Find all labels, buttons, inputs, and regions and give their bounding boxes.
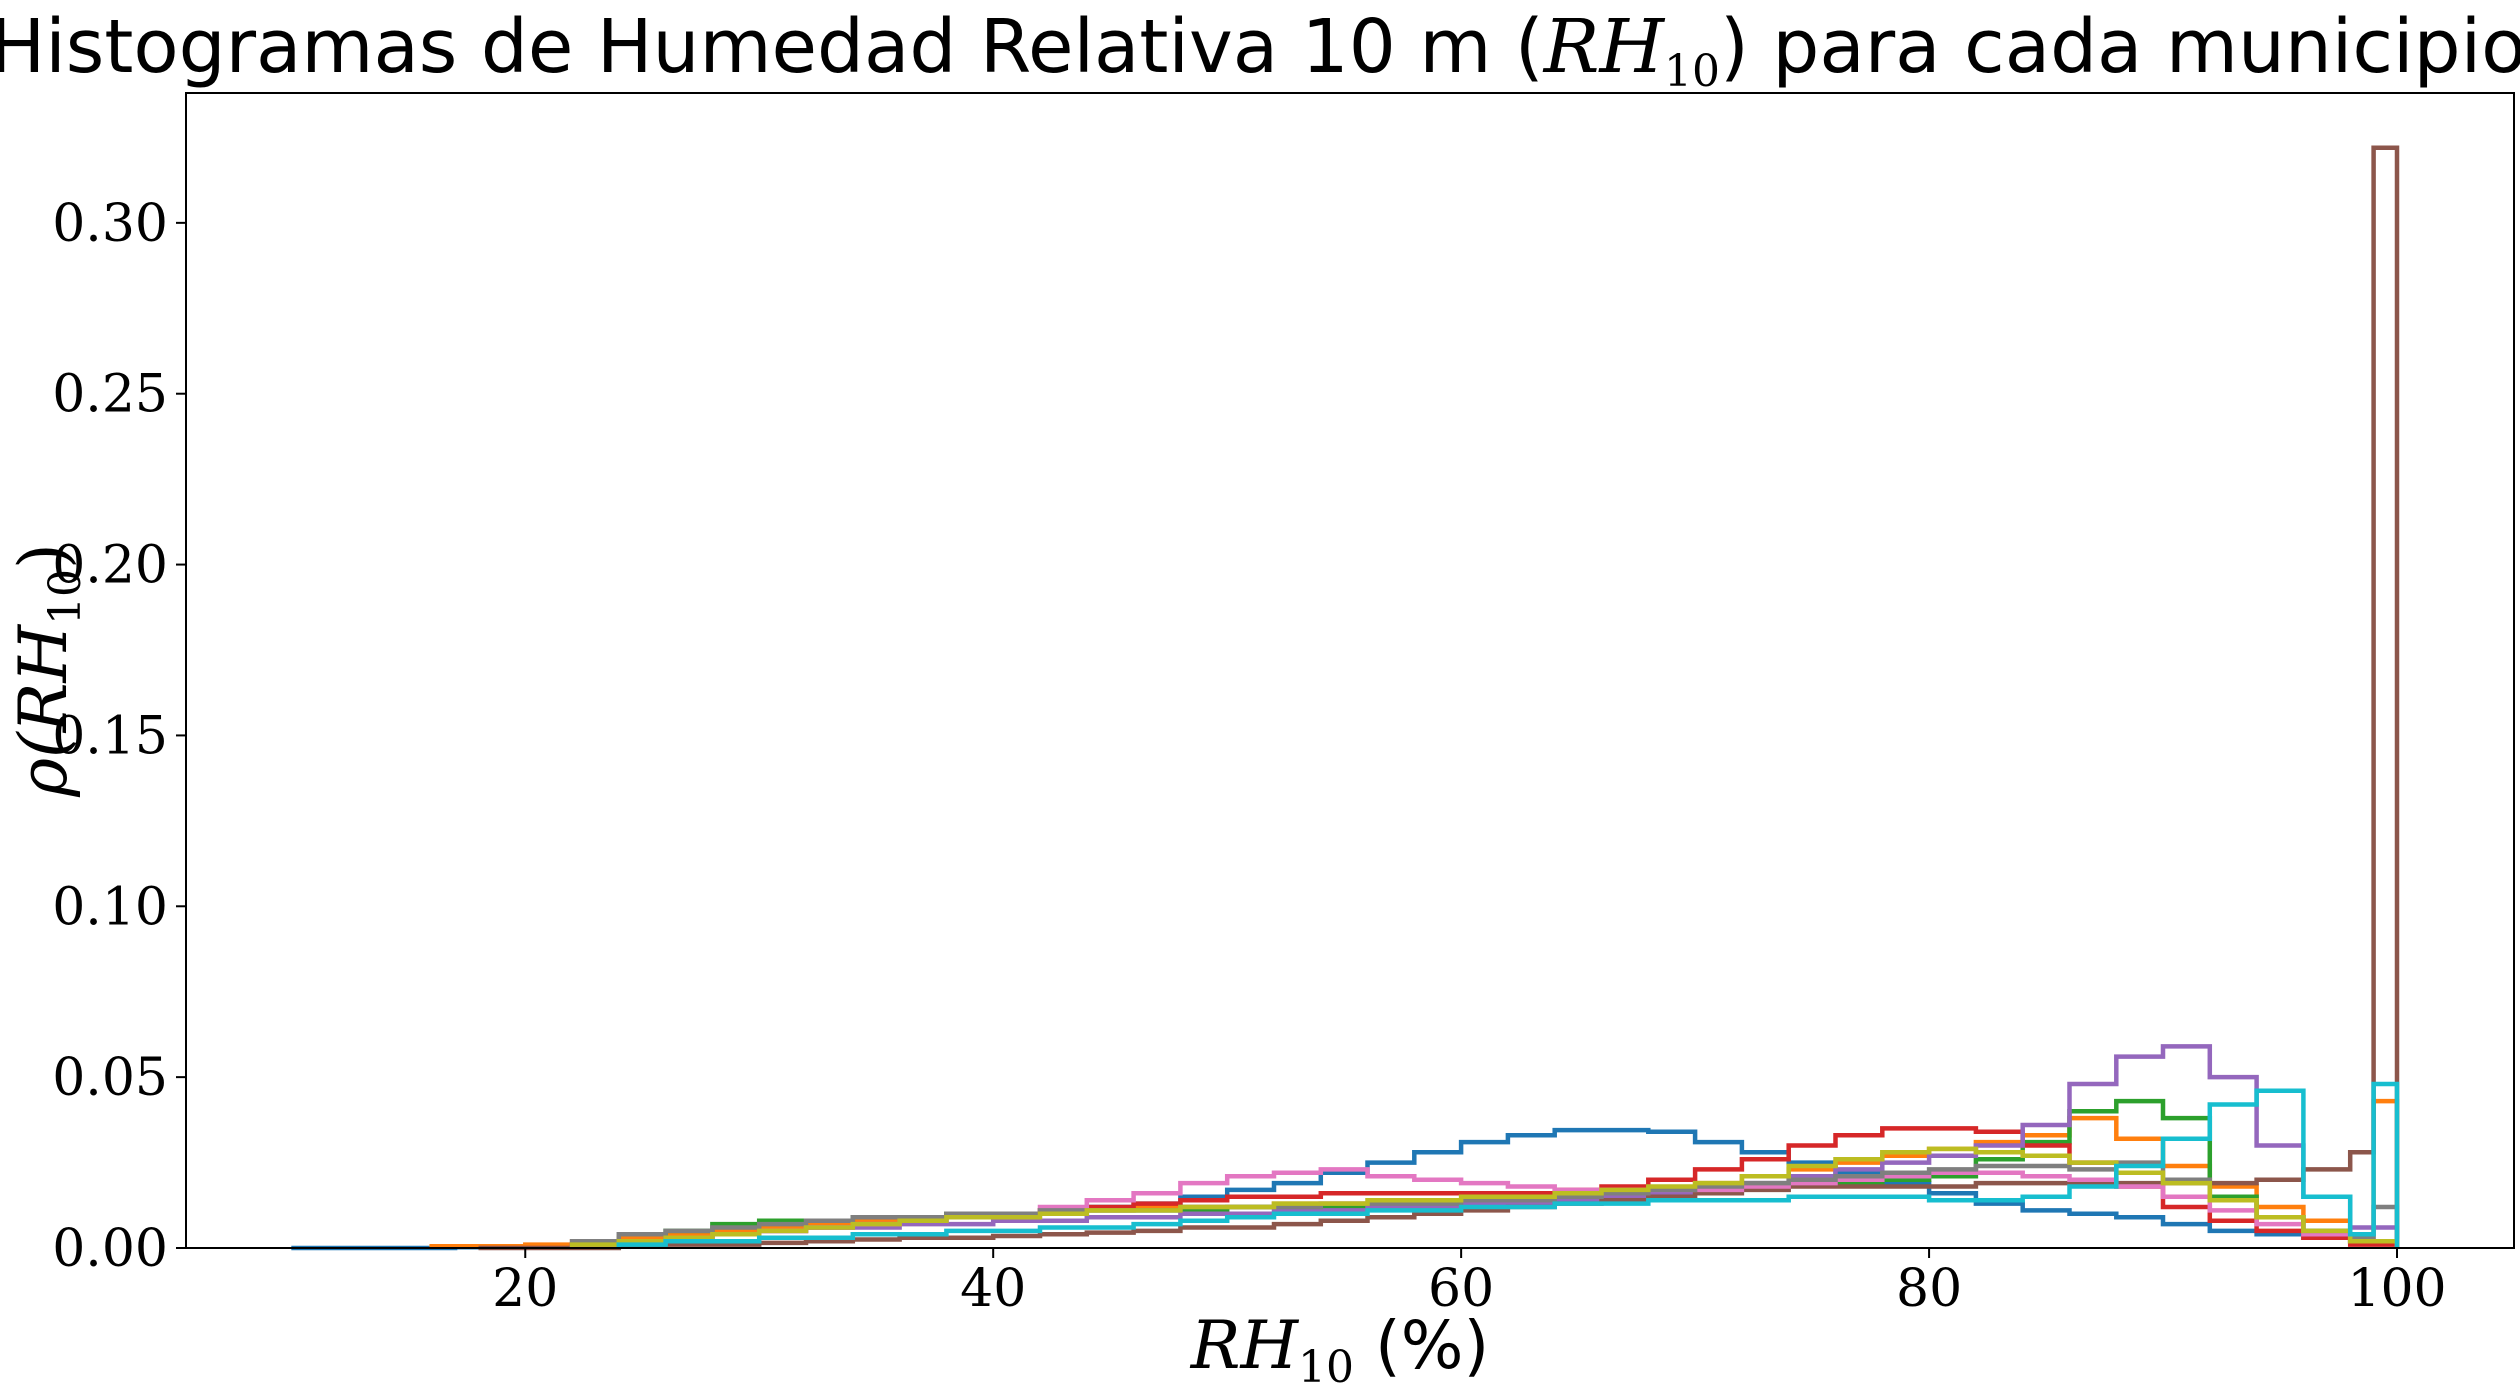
x-axis-ticks: 20 40 60 80 100 <box>492 1248 2447 1319</box>
x-axis-label-suffix: (%) <box>1354 1307 1489 1384</box>
plot-frame <box>185 92 2515 1249</box>
y-tick-label: 0.15 <box>52 706 168 766</box>
histogram-series-6 <box>478 145 2400 1251</box>
y-tick-label: 0.20 <box>52 536 168 596</box>
chart-title-var: RH <box>1542 4 1666 90</box>
y-tick-label: 0.05 <box>52 1048 168 1108</box>
y-axis-label-prefix: ρ( <box>5 731 82 798</box>
chart-title-prefix: Histogramas de Humedad Relativa 10 m ( <box>0 4 1544 90</box>
y-tick-label: 0.00 <box>52 1219 168 1279</box>
x-tick-label: 100 <box>2347 1259 2446 1319</box>
chart-title: Histogramas de Humedad Relativa 10 m (RH… <box>0 4 2520 97</box>
x-axis-label-sub: 10 <box>1298 1342 1354 1391</box>
y-axis-label-suffix: ) <box>5 543 82 569</box>
x-tick-label: 60 <box>1428 1259 1494 1319</box>
chart-title-sub: 10 <box>1664 46 1720 97</box>
x-axis-label-var: RH <box>1190 1307 1300 1384</box>
y-axis-ticks: 0.00 0.05 0.10 0.15 0.20 0.25 0.30 <box>52 194 186 1279</box>
y-tick-label: 0.25 <box>52 365 168 425</box>
x-tick-label: 20 <box>492 1259 558 1319</box>
y-axis-label-sub: 10 <box>40 569 91 625</box>
y-axis-label-var: RH <box>5 624 82 734</box>
y-tick-label: 0.30 <box>52 194 168 254</box>
chart-title-suffix: ) para cada municipio <box>1720 4 2520 90</box>
y-tick-label: 0.10 <box>52 877 168 937</box>
x-tick-label: 40 <box>960 1259 1026 1319</box>
y-axis-label: ρ(RH10) <box>5 543 91 798</box>
x-tick-label: 80 <box>1896 1259 1962 1319</box>
histogram-series-10 <box>616 1081 2400 1248</box>
plot-series <box>291 145 2400 1251</box>
x-axis-label: RH10 (%) <box>1190 1307 1489 1391</box>
